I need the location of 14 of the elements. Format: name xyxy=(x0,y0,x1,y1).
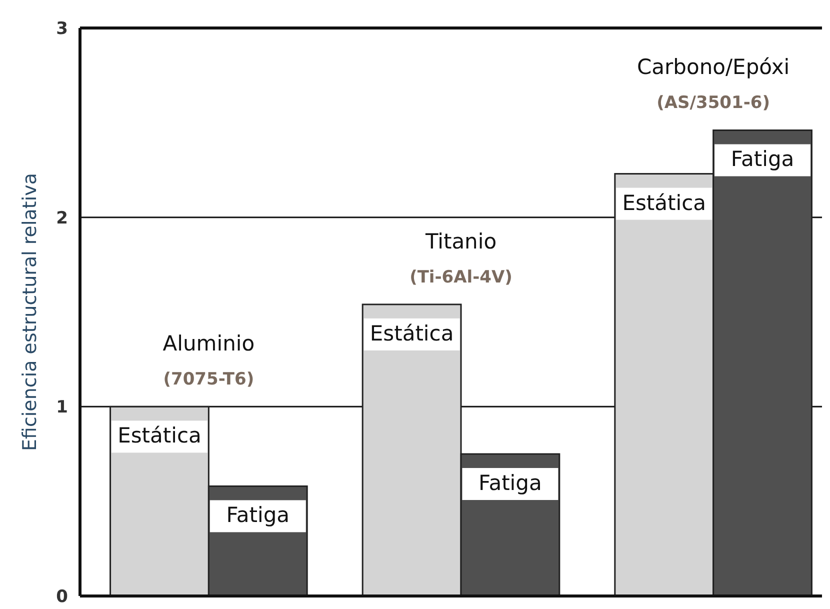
x-tick-label: Aluminio (7075-T6) xyxy=(162,332,255,390)
text: Estática xyxy=(622,190,706,215)
text: Fatiga xyxy=(478,471,542,495)
y-tick-label: 2 xyxy=(56,208,68,228)
text: Fatiga xyxy=(730,147,794,172)
y-axis-title: Eficiencia estructural relativa xyxy=(19,172,41,452)
y-tick-label: 3 xyxy=(56,18,68,39)
x-tick-label: Carbono/Epóxi (AS/3501-6) xyxy=(637,55,790,114)
x-tick-label: Titanio (Ti-6Al-4V) xyxy=(410,229,512,288)
series-label: Estática xyxy=(118,424,202,448)
series-label: Fatiga xyxy=(226,503,290,528)
y-tick-label: 1 xyxy=(56,398,68,418)
text: Estática xyxy=(370,321,454,346)
y-tick-label: 0 xyxy=(56,586,68,607)
